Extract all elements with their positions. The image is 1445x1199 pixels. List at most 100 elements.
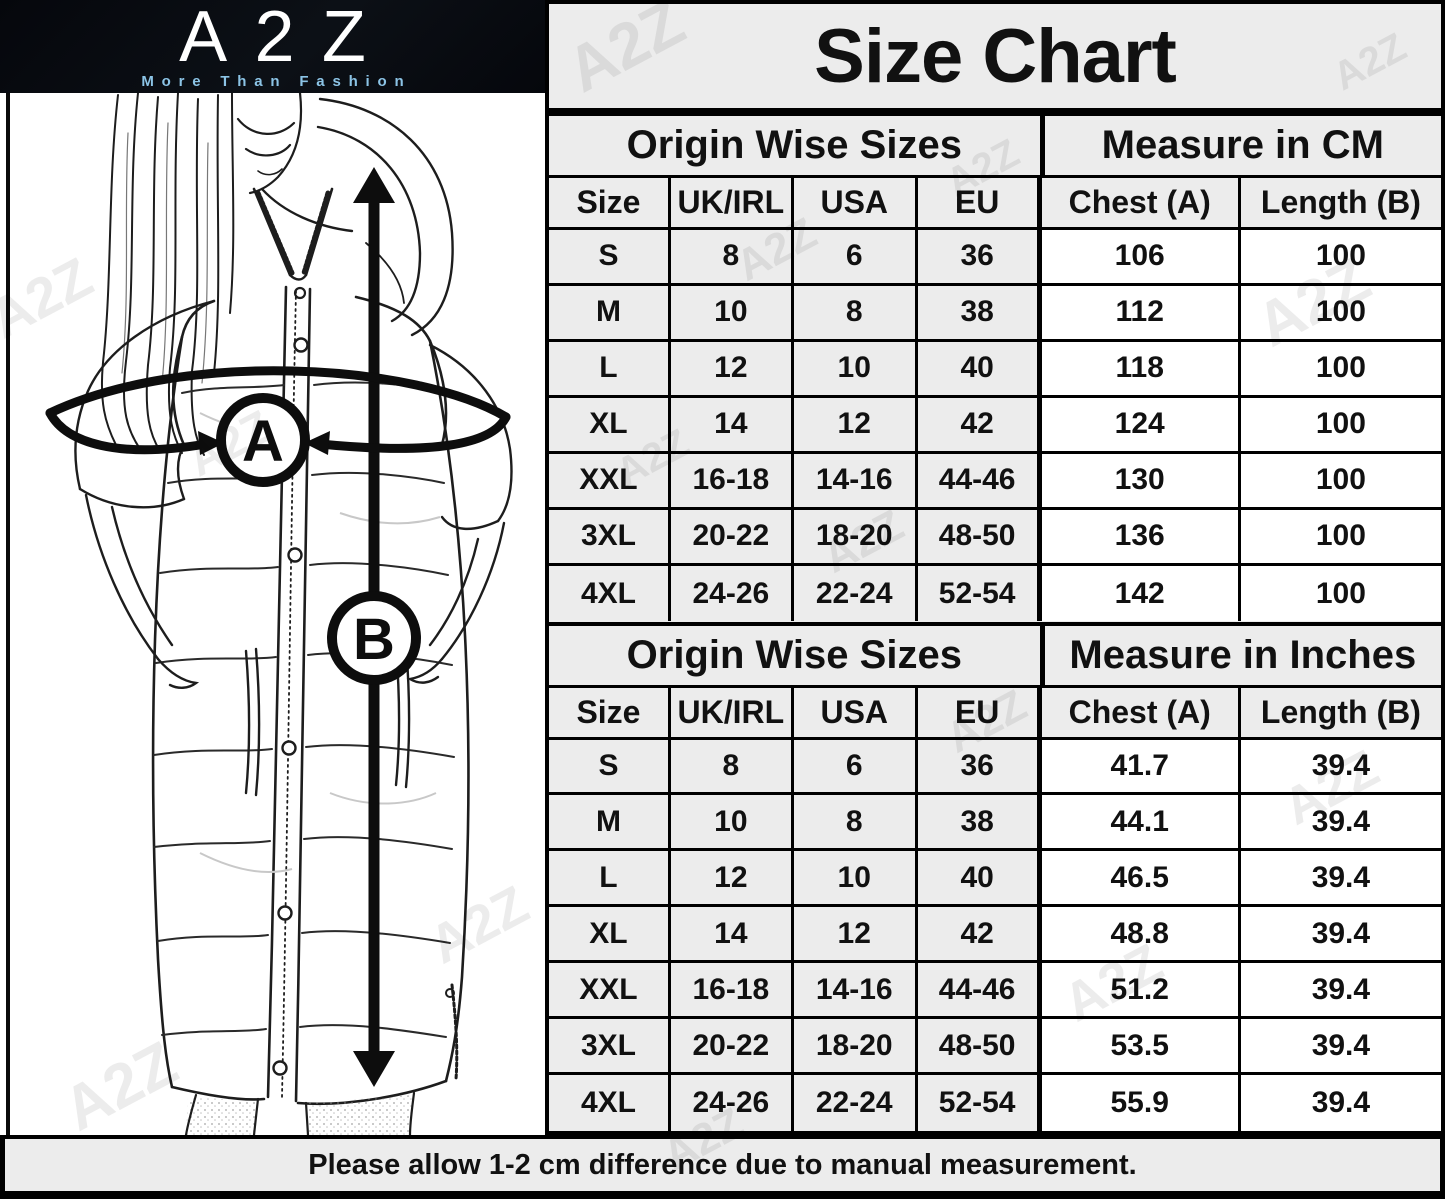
table-cell: 14	[670, 397, 794, 454]
table-cell: 39.4	[1240, 739, 1441, 796]
table-cell: 48.8	[1039, 907, 1241, 964]
table-cell: 16-18	[670, 963, 794, 1020]
size-label-cell: XL	[549, 397, 671, 454]
table-cell: 42	[917, 397, 1040, 454]
hair-sketch	[100, 93, 235, 456]
table-cell: 100	[1240, 285, 1441, 342]
table-cell: 48-50	[917, 509, 1040, 566]
table-cell: 41.7	[1039, 739, 1241, 796]
chest-label-badge: A	[216, 393, 310, 487]
length-label: B	[353, 607, 395, 672]
table-cell: 12	[670, 341, 794, 398]
column-header: USA	[793, 178, 918, 230]
table-cell: 39.4	[1240, 1019, 1441, 1076]
size-label-cell: M	[549, 795, 671, 852]
table-cell: 14	[670, 907, 794, 964]
table-cell: 8	[793, 285, 918, 342]
size-label-cell: S	[549, 230, 671, 286]
snap-buttons	[272, 337, 309, 1076]
right-arm-sketch	[394, 343, 513, 1081]
table-cell: 6	[793, 739, 918, 796]
table-cell: 22-24	[794, 565, 918, 622]
table-cell: 40	[917, 851, 1040, 908]
chest-arrowhead-left	[198, 431, 224, 455]
main-row: A2Z More Than Fashion	[0, 0, 1445, 1135]
size-label-cell: XL	[549, 907, 671, 964]
brand-tagline: More Than Fashion	[141, 73, 412, 91]
table-cell: 38	[917, 285, 1040, 342]
table-cell: 8	[793, 795, 918, 852]
size-label-cell: 3XL	[549, 1019, 671, 1076]
table-cell: 39.4	[1240, 963, 1441, 1020]
table-cell: 46.5	[1039, 851, 1241, 908]
zipper-sketch	[252, 187, 334, 300]
table-cell: 48-50	[917, 1019, 1040, 1076]
table-cell: 10	[793, 341, 918, 398]
table-cell: 40	[917, 341, 1040, 398]
group-header-measure-inches: Measure in Inches	[1039, 625, 1441, 688]
table-cell: 100	[1240, 341, 1441, 398]
table-cell: 24-26	[671, 1075, 794, 1131]
column-header: Size	[549, 687, 671, 740]
size-label-cell: 4XL	[549, 1075, 671, 1131]
table-cell: 10	[670, 285, 794, 342]
garment-measurement-illustration: A B	[0, 93, 545, 1135]
size-label-cell: L	[549, 851, 671, 908]
table-cell: 42	[917, 907, 1040, 964]
table-cell: 52-54	[918, 1075, 1040, 1131]
table-cell: 55.9	[1039, 1075, 1241, 1131]
table-cell: 142	[1039, 565, 1241, 622]
size-label-cell: XXL	[549, 963, 671, 1020]
size-label-cell: 4XL	[549, 565, 671, 622]
table-cell: 100	[1240, 397, 1441, 454]
table-cell: 22-24	[794, 1075, 918, 1131]
table-cell: 14-16	[793, 963, 918, 1020]
table-cell: 118	[1039, 341, 1241, 398]
table-cell: 39.4	[1240, 907, 1441, 964]
size-label-cell: S	[549, 739, 671, 796]
left-panel: A2Z More Than Fashion	[0, 0, 545, 1135]
size-table-cm: Origin Wise Sizes Measure in CM Size UK/IRL…	[545, 112, 1445, 626]
table-cell: 100	[1240, 230, 1441, 286]
table-cell: 8	[670, 230, 794, 286]
group-header-measure-cm: Measure in CM	[1039, 116, 1441, 178]
group-header-origin-sizes: Origin Wise Sizes	[549, 116, 1040, 178]
chest-label: A	[242, 409, 284, 474]
table-cell: 51.2	[1039, 963, 1241, 1020]
size-tables: Origin Wise Sizes Measure in CM Size UK/IRL…	[545, 112, 1445, 1135]
table-cell: 10	[793, 851, 918, 908]
table-cell: 100	[1240, 453, 1441, 510]
footer-note: Please allow 1-2 cm difference due to ma…	[0, 1135, 1445, 1199]
right-panel: Size Chart Origin Wise Sizes Measure in C…	[545, 0, 1445, 1135]
table-cell: 106	[1039, 230, 1241, 286]
page-title: Size Chart	[545, 0, 1445, 112]
table-cell: 44-46	[917, 963, 1040, 1020]
column-header: Size	[549, 178, 671, 230]
column-header: Length (B)	[1240, 688, 1441, 740]
table-cell: 12	[793, 907, 918, 964]
table-cell: 12	[793, 397, 918, 454]
table-cell: 38	[917, 795, 1040, 852]
jeans-sketch	[184, 1091, 416, 1135]
column-header: EU	[917, 178, 1040, 230]
column-header: Chest (A)	[1039, 687, 1241, 740]
left-arm-sketch	[74, 299, 261, 797]
table-cell: 18-20	[793, 509, 918, 566]
size-label-cell: XXL	[549, 453, 671, 510]
table-cell: 8	[670, 739, 794, 796]
table-cell: 39.4	[1240, 1075, 1441, 1131]
table-cell: 16-18	[670, 453, 794, 510]
brand-name: A2Z	[179, 0, 394, 77]
table-cell: 18-20	[793, 1019, 918, 1076]
table-cell: 44-46	[917, 453, 1040, 510]
table-cell: 100	[1240, 509, 1441, 566]
left-border-line	[6, 93, 10, 1135]
table-cell: 39.4	[1240, 795, 1441, 852]
gilet-sketch: A B	[6, 93, 513, 1135]
table-cell: 44.1	[1039, 795, 1241, 852]
table-cell: 130	[1039, 453, 1241, 510]
column-header: Length (B)	[1240, 178, 1441, 230]
size-label-cell: M	[549, 285, 671, 342]
table-cell: 112	[1039, 285, 1241, 342]
